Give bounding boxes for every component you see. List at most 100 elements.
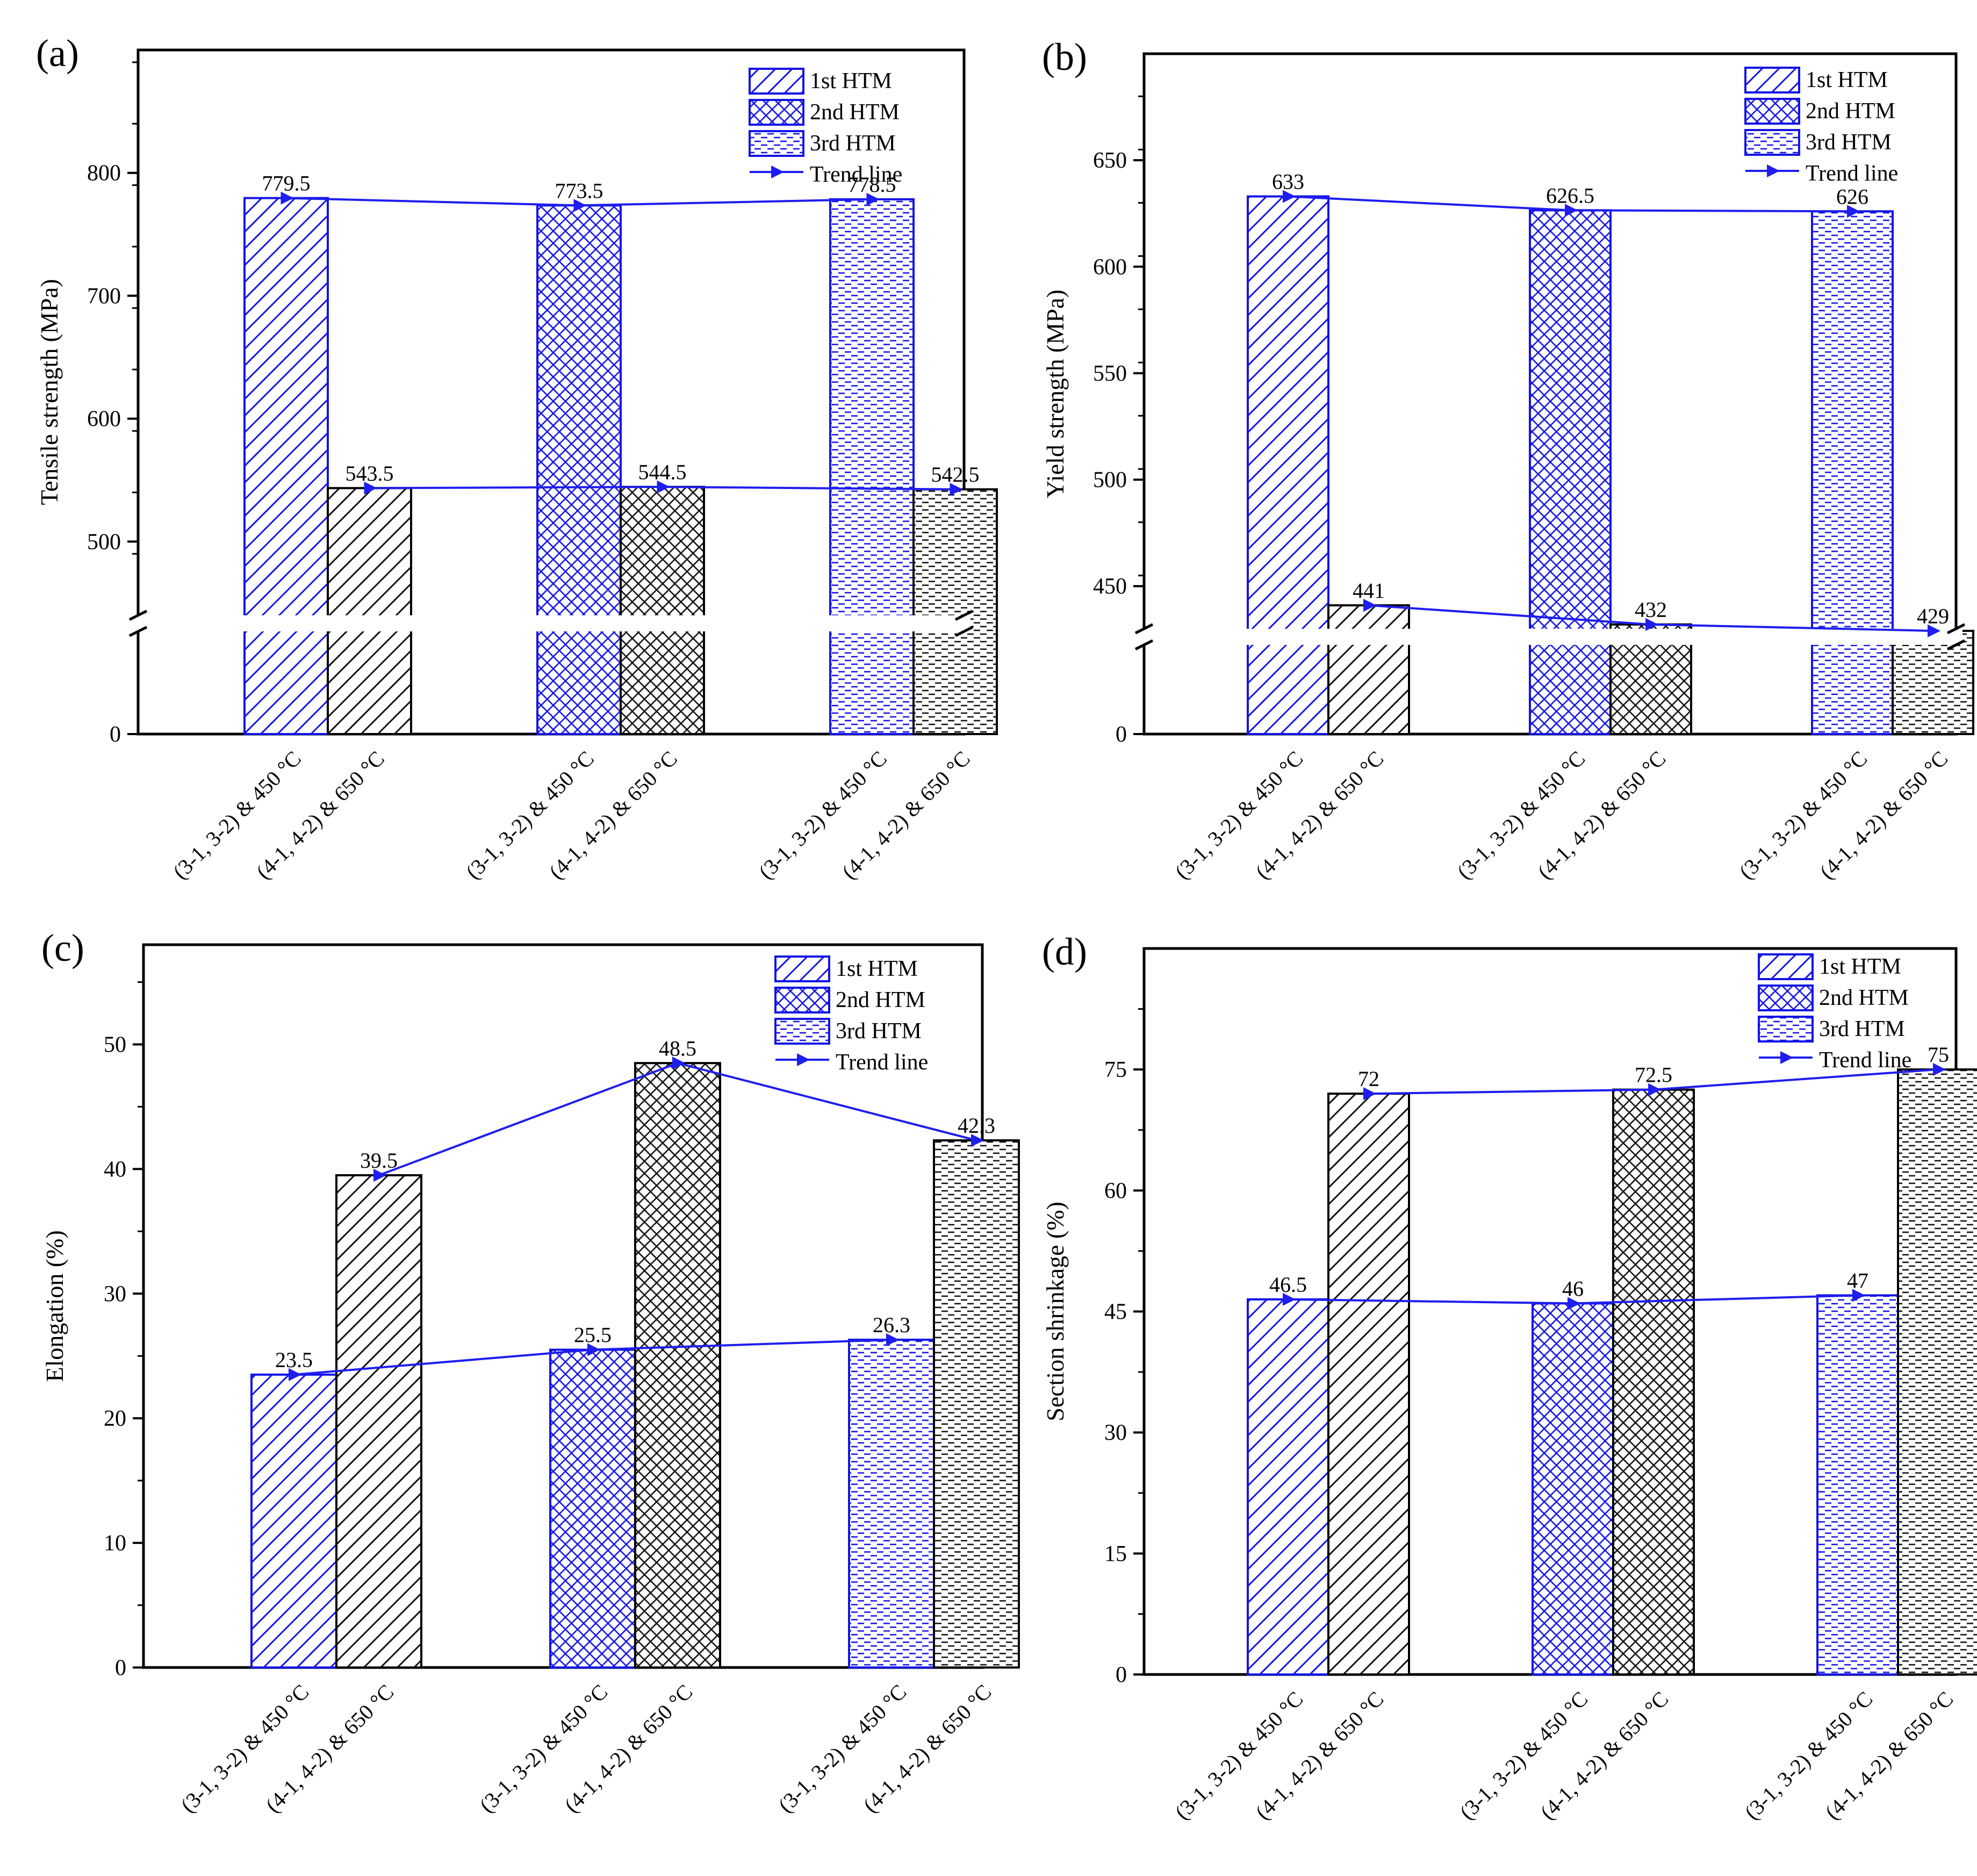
trend-marker — [289, 1368, 301, 1382]
axis-break-mark — [954, 609, 974, 621]
bar-1st-htm-450c — [1247, 195, 1329, 736]
y-tick-label: 30 — [104, 1282, 126, 1306]
axis-break-mark — [954, 626, 974, 637]
panel-tag: (c) — [41, 926, 84, 969]
trend-marker — [281, 191, 294, 205]
trend-marker — [1363, 599, 1376, 612]
data-label: 75 — [1928, 1043, 1949, 1067]
legend-swatch-3rd-htm — [749, 130, 804, 157]
bar-2nd-htm-650c — [634, 1062, 721, 1669]
trend-marker — [866, 192, 880, 206]
data-label: 42.3 — [958, 1113, 995, 1138]
legend-label: Trend line — [836, 1050, 928, 1075]
bar-2nd-htm-650c — [1612, 1088, 1695, 1676]
panel-tag: (a) — [36, 32, 79, 75]
legend: 1st HTM 2nd HTM 3rd HTM Trend line — [749, 68, 902, 187]
trend-marker — [657, 480, 670, 494]
y-tick-label: 50 — [104, 1033, 126, 1058]
data-label: 778.5 — [848, 172, 896, 197]
bar-3rd-htm-650c — [912, 488, 998, 736]
bar-2nd-htm-450c — [1529, 209, 1612, 735]
y-axis-label: Yield strength (MPa) — [1041, 290, 1069, 498]
y-tick-label: 0 — [1116, 1663, 1127, 1687]
y-tick-label: 0 — [110, 722, 121, 747]
legend-label: 1st HTM — [1806, 68, 1888, 92]
legend-label: 2nd HTM — [836, 988, 925, 1012]
legend-label: 1st HTM — [1819, 954, 1901, 979]
y-tick-label: 0 — [1116, 722, 1127, 747]
y-tick-label: 0 — [115, 1656, 126, 1680]
legend-trend-marker — [1780, 1051, 1793, 1064]
bar-3rd-htm-450c — [1816, 1294, 1899, 1676]
legend-swatch-1st-htm — [1744, 67, 1800, 94]
bar-2nd-htm-650c — [620, 486, 705, 736]
trend-marker — [364, 481, 377, 495]
y-tick-label: 600 — [87, 407, 121, 432]
trend-marker — [1852, 1289, 1865, 1302]
y-tick-label: 15 — [1104, 1542, 1127, 1566]
data-label: 544.5 — [638, 460, 687, 484]
axis-break-mark — [1134, 623, 1154, 635]
y-tick-label: 75 — [1104, 1058, 1127, 1082]
y-tick-label: 30 — [1104, 1421, 1127, 1446]
data-label: 626.5 — [1546, 183, 1594, 207]
legend-label: 3rd HTM — [1806, 130, 1892, 155]
legend-swatch-1st-htm — [749, 68, 804, 95]
trend-marker — [1363, 1087, 1376, 1101]
y-tick-label: 60 — [1104, 1178, 1127, 1203]
y-tick-label: 800 — [87, 161, 121, 186]
trend-marker — [373, 1169, 386, 1182]
legend: 1st HTM 2nd HTM 3rd HTM Trend line — [1758, 953, 1911, 1073]
trend-marker — [1928, 624, 1940, 637]
legend-swatch-1st-htm — [1758, 953, 1814, 980]
y-tick-label: 500 — [1093, 468, 1127, 493]
panel-tag: (d) — [1042, 930, 1087, 973]
bar-1st-htm-650c — [335, 1174, 422, 1669]
legend-trend-marker — [797, 1053, 810, 1066]
trend-marker — [1933, 1063, 1946, 1076]
legend-swatch-2nd-htm — [749, 99, 804, 126]
axis-break-gap — [1138, 629, 1962, 645]
trend-marker — [1568, 1297, 1580, 1310]
trend-marker — [1648, 1083, 1661, 1096]
data-label: 72 — [1358, 1067, 1379, 1091]
data-label: 23.5 — [275, 1348, 313, 1372]
bar-1st-htm-650c — [1327, 604, 1410, 735]
bar-3rd-htm-650c — [1892, 629, 1974, 736]
y-tick-label: 600 — [1093, 255, 1127, 279]
trend-marker — [1565, 204, 1578, 217]
data-label: 432 — [1635, 598, 1667, 622]
bar-2nd-htm-450c — [549, 1348, 636, 1669]
legend-label: 1st HTM — [836, 957, 918, 981]
trend-marker — [573, 199, 587, 212]
y-tick-label: 550 — [1093, 361, 1127, 386]
bar-1st-htm-450c — [1247, 1298, 1329, 1676]
axis-break-mark — [128, 609, 148, 621]
data-label: 441 — [1353, 578, 1385, 602]
axis-break-mark — [1946, 623, 1966, 635]
data-label: 46.5 — [1269, 1273, 1307, 1297]
trend-marker — [1645, 618, 1658, 631]
legend-label: 2nd HTM — [1819, 986, 1909, 1010]
bar-1st-htm-650c — [327, 487, 412, 735]
data-label: 72.5 — [1635, 1063, 1672, 1087]
legend-swatch-1st-htm — [774, 955, 830, 982]
data-label: 626 — [1836, 184, 1868, 209]
data-label: 633 — [1272, 170, 1304, 194]
bar-2nd-htm-450c — [1532, 1302, 1614, 1676]
trend-marker — [587, 1343, 600, 1356]
legend-label: 3rd HTM — [1819, 1017, 1905, 1041]
legend-label: Trend line — [1806, 161, 1898, 186]
legend-label: 2nd HTM — [1806, 99, 1895, 124]
data-label: 25.5 — [574, 1323, 612, 1347]
legend-label: 3rd HTM — [810, 131, 896, 156]
data-label: 26.3 — [873, 1313, 910, 1337]
legend-swatch-3rd-htm — [1744, 129, 1800, 156]
y-axis-label: Tensile strength (MPa) — [35, 279, 63, 505]
legend: 1st HTM 2nd HTM 3rd HTM Trend line — [1744, 67, 1898, 186]
